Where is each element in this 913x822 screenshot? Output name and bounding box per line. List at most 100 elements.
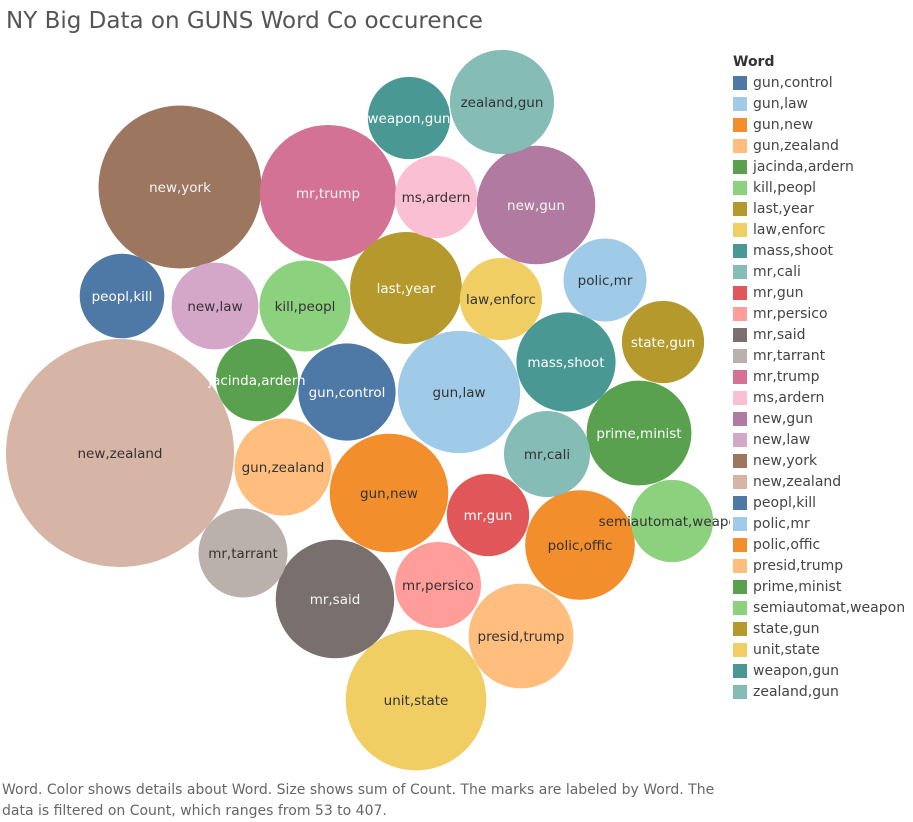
legend-swatch (733, 537, 747, 552)
bubble-new-law[interactable]: new,law (171, 262, 259, 350)
legend-item[interactable]: polic,offic (733, 534, 913, 555)
legend-item[interactable]: polic,mr (733, 513, 913, 534)
bubble-ms-ardern[interactable]: ms,ardern (394, 155, 478, 239)
bubble-circle[interactable] (621, 300, 705, 384)
legend-item[interactable]: new,zealand (733, 471, 913, 492)
bubble-new-zealand[interactable]: new,zealand (6, 339, 234, 567)
bubble-circle[interactable] (516, 312, 616, 412)
legend-item[interactable]: new,gun (733, 408, 913, 429)
bubble-kill-peopl[interactable]: kill,peopl (259, 260, 351, 352)
bubble-circle[interactable] (367, 76, 451, 160)
bubble-jacinda-ardern[interactable]: jacinda,ardern (207, 338, 306, 422)
bubble-label: gun,control (309, 385, 386, 401)
legend-item[interactable]: state,gun (733, 618, 913, 639)
bubble-label: state,gun (631, 335, 695, 351)
legend-item[interactable]: mr,said (733, 324, 913, 345)
bubble-circle[interactable] (394, 541, 482, 629)
bubble-mr-cali[interactable]: mr,cali (503, 410, 591, 498)
bubble-last-year[interactable]: last,year (350, 232, 462, 344)
bubble-prime-minist[interactable]: prime,minist (586, 380, 692, 486)
legend-swatch (733, 390, 747, 405)
bubble-circle[interactable] (476, 145, 596, 265)
bubble-mr-said[interactable]: mr,said (275, 539, 395, 659)
bubble-circle[interactable] (394, 155, 478, 239)
bubble-circle[interactable] (563, 238, 647, 322)
bubble-circle[interactable] (259, 124, 397, 262)
bubble-circle[interactable] (503, 410, 591, 498)
bubble-chart: new,zealand new,york mr,trump gun,law new,gu… (6, 49, 730, 771)
legend-item[interactable]: zealand,gun (733, 681, 913, 702)
bubble-circle[interactable] (198, 508, 288, 598)
bubble-circle[interactable] (234, 418, 332, 516)
bubble-circle[interactable] (586, 380, 692, 486)
legend-item[interactable]: prime,minist (733, 576, 913, 597)
bubble-gun-law[interactable]: gun,law (397, 330, 521, 454)
bubble-circle[interactable] (298, 343, 396, 441)
legend-item[interactable]: presid,trump (733, 555, 913, 576)
legend-label: mass,shoot (753, 242, 834, 259)
bubble-gun-new[interactable]: gun,new (329, 433, 449, 553)
bubble-gun-control[interactable]: gun,control (298, 343, 396, 441)
legend-item[interactable]: unit,state (733, 639, 913, 660)
bubble-circle[interactable] (525, 490, 635, 600)
legend-item[interactable]: mr,gun (733, 282, 913, 303)
legend-item[interactable]: kill,peopl (733, 177, 913, 198)
legend-item[interactable]: semiautomat,weapon (733, 597, 913, 618)
legend-item[interactable]: gun,new (733, 114, 913, 135)
legend-item[interactable]: mr,tarrant (733, 345, 913, 366)
legend-swatch (733, 327, 747, 342)
legend-item[interactable]: gun,control (733, 72, 913, 93)
legend-item[interactable]: gun,zealand (733, 135, 913, 156)
bubble-circle[interactable] (275, 539, 395, 659)
bubble-label: peopl,kill (92, 289, 153, 305)
bubble-mr-gun[interactable]: mr,gun (446, 473, 530, 557)
legend-item[interactable]: last,year (733, 198, 913, 219)
bubble-weapon-gun[interactable]: weapon,gun (367, 76, 451, 160)
legend-item[interactable]: ms,ardern (733, 387, 913, 408)
bubble-circle[interactable] (630, 479, 714, 563)
bubble-zealand-gun[interactable]: zealand,gun (449, 49, 555, 155)
legend-item[interactable]: new,law (733, 429, 913, 450)
bubble-mr-persico[interactable]: mr,persico (394, 541, 482, 629)
bubble-circle[interactable] (397, 330, 521, 454)
legend-label: gun,new (753, 116, 814, 133)
bubble-circle[interactable] (6, 339, 234, 567)
legend-item[interactable]: mr,cali (733, 261, 913, 282)
bubble-circle[interactable] (345, 629, 487, 771)
legend-item[interactable]: mr,trump (733, 366, 913, 387)
legend-item[interactable]: new,york (733, 450, 913, 471)
bubble-presid-trump[interactable]: presid,trump (468, 583, 574, 689)
bubble-circle[interactable] (446, 473, 530, 557)
bubble-state-gun[interactable]: state,gun (621, 300, 705, 384)
bubble-circle[interactable] (449, 49, 555, 155)
bubble-mr-tarrant[interactable]: mr,tarrant (198, 508, 288, 598)
bubble-mr-trump[interactable]: mr,trump (259, 124, 397, 262)
bubble-circle[interactable] (171, 262, 259, 350)
bubble-circle[interactable] (329, 433, 449, 553)
bubble-polic-offic[interactable]: polic,offic (525, 490, 635, 600)
bubble-circle[interactable] (215, 338, 299, 422)
legend-item[interactable]: gun,law (733, 93, 913, 114)
legend-title: Word (733, 54, 775, 70)
bubble-new-gun[interactable]: new,gun (476, 145, 596, 265)
bubble-circle[interactable] (79, 253, 165, 339)
bubble-circle[interactable] (98, 105, 262, 269)
bubble-circle[interactable] (459, 257, 543, 341)
bubble-mass-shoot[interactable]: mass,shoot (516, 312, 616, 412)
bubble-new-york[interactable]: new,york (98, 105, 262, 269)
bubble-circle[interactable] (259, 260, 351, 352)
bubble-circle[interactable] (468, 583, 574, 689)
bubble-circle[interactable] (350, 232, 462, 344)
legend-item[interactable]: mr,persico (733, 303, 913, 324)
bubble-semiautomat-weapon[interactable]: semiautomat,weapon (599, 479, 730, 563)
bubble-polic-mr[interactable]: polic,mr (563, 238, 647, 322)
bubble-gun-zealand[interactable]: gun,zealand (234, 418, 332, 516)
legend-item[interactable]: peopl,kill (733, 492, 913, 513)
legend-item[interactable]: mass,shoot (733, 240, 913, 261)
bubble-unit-state[interactable]: unit,state (345, 629, 487, 771)
bubble-law-enforc[interactable]: law,enforc (459, 257, 543, 341)
bubble-peopl-kill[interactable]: peopl,kill (79, 253, 165, 339)
legend-item[interactable]: law,enforc (733, 219, 913, 240)
legend-item[interactable]: jacinda,ardern (733, 156, 913, 177)
legend-item[interactable]: weapon,gun (733, 660, 913, 681)
